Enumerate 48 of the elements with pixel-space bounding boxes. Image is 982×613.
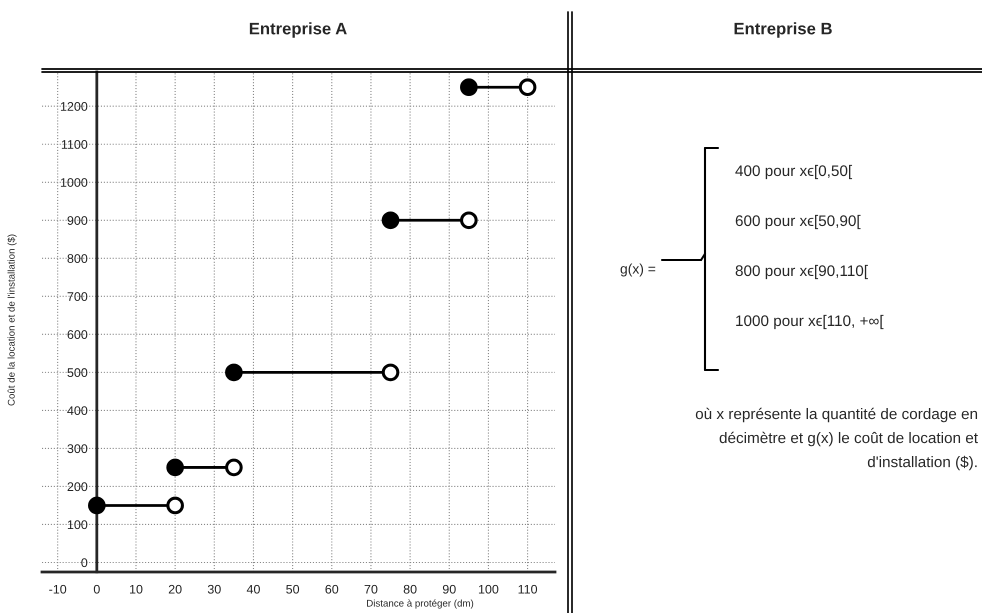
text: décimètre et g(x) le coût de location et [720,432,978,446]
text: 800 pour xϵ[90,110[ [736,264,868,280]
text: g(x) = [620,264,656,276]
x-tick-label: 100 [478,584,498,594]
point [518,78,536,96]
x-tick-label: 0 [94,584,100,594]
x-tick-label: 80 [404,584,417,594]
point [460,78,478,96]
x-tick-label: 50 [286,584,300,594]
point [88,496,106,514]
x-tick-label: 110 [518,584,538,594]
y-tick-label: 1200 [60,102,88,111]
y-tick-label: 600 [68,330,88,340]
point [382,211,400,230]
y-tick-label: 0 [81,558,88,568]
x-tick-label: 10 [130,584,142,594]
text: d'installation ($). [868,456,977,470]
x-tick-label: 60 [325,584,338,594]
point [166,496,184,514]
point [225,364,243,382]
y-tick-label: 700 [68,292,88,301]
y-tick-label: 1100 [62,140,88,149]
y-tick-label: 800 [67,254,88,263]
point [382,364,400,382]
x-tick-label: 40 [246,584,260,594]
y-tick-label: 100 [68,520,88,530]
text: où x représente la quantité de cordage en [696,408,978,422]
point [460,211,478,230]
x-tick-label: 30 [208,584,221,594]
x-tick-label: 90 [442,584,456,594]
point [225,458,243,476]
text: 400 pour xϵ[0,50[ [735,164,852,180]
x-tick-label: 20 [168,584,182,594]
y-tick-label: 300 [67,444,88,454]
y-tick-label: 1000 [60,178,88,187]
point [166,458,184,476]
y-tick-label: 900 [68,216,88,225]
y-tick-label: 500 [67,368,88,378]
x-tick-label: -10 [49,584,66,594]
text: Entreprise B [734,22,832,38]
chart-title: Entreprise A [250,22,347,38]
x-tick-label: 70 [364,584,378,594]
text: 600 pour xϵ[50,90[ [736,214,861,230]
text: 1000 pour xϵ[110, +∞[ [736,314,884,330]
y-tick-label: 400 [67,406,88,416]
y-tick-label: 200 [68,482,88,492]
y-axis-title: Coût de la location et de l'installation ($) [7,234,17,406]
x-axis-title: Distance à protéger (dm) [367,599,474,609]
